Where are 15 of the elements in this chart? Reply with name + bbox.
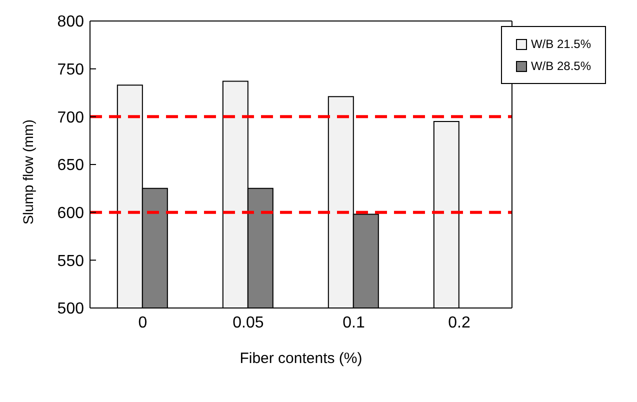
x-tick-label: 0.1 [342, 314, 365, 332]
y-tick-label: 700 [57, 109, 84, 126]
x-axis-title: Fiber contents (%) [240, 350, 362, 367]
legend-label: W/B 28.5% [530, 58, 591, 75]
y-tick-label: 600 [57, 205, 84, 222]
x-tick-label: 0.2 [448, 314, 470, 332]
y-tick-label: 800 [57, 14, 84, 31]
y-axis-title: Slump flow (mm) [20, 119, 36, 224]
y-tick-label: 500 [57, 300, 84, 318]
legend-label: W/B 21.5% [530, 36, 591, 53]
y-tick-label: 550 [57, 252, 84, 270]
y-tick-label: 750 [57, 62, 84, 79]
x-tick-label: 0 [138, 314, 148, 332]
x-tick-label: 0.05 [232, 314, 264, 332]
y-tick-label: 650 [57, 157, 84, 174]
